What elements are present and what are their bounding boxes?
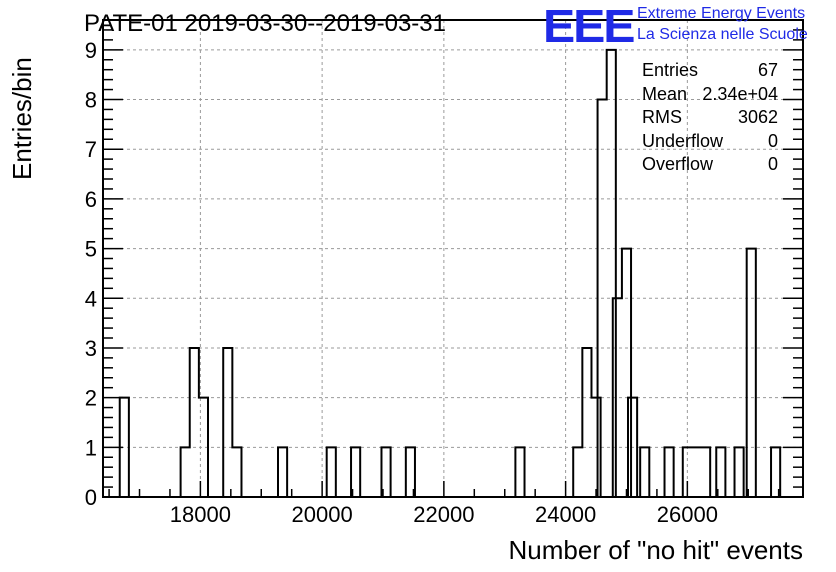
y-tick-label: 8 (85, 88, 97, 113)
histogram-bin (735, 447, 744, 497)
y-tick-label: 9 (85, 38, 97, 63)
histogram-bin (223, 348, 232, 497)
histogram-bin (640, 447, 649, 497)
stats-value: 67 (757, 60, 778, 80)
histogram-bin (515, 447, 524, 497)
histogram-bin (232, 447, 241, 497)
stats-box: Entries 67 Mean 2.34e+04 RMS 3062 Underf… (642, 59, 778, 177)
y-tick-label: 6 (85, 187, 97, 212)
logo-line-2: La Scienza nelle Scuole (637, 26, 808, 43)
x-tick-label: 20000 (292, 502, 353, 527)
histogram-bin (278, 447, 287, 497)
y-axis-title-text: Entries/bin (7, 57, 37, 180)
stats-value: 0 (767, 154, 778, 174)
histogram-bin (665, 447, 674, 497)
histogram-bin (692, 447, 701, 497)
y-tick-label: 3 (85, 336, 97, 361)
stats-row-mean: Mean 2.34e+04 (642, 83, 778, 107)
stats-label: Overflow (642, 154, 714, 174)
histogram-bin (607, 50, 616, 497)
y-tick-label: 5 (85, 237, 97, 262)
stats-label: Underflow (642, 130, 724, 151)
histogram-bin (181, 447, 190, 497)
histogram-bin (622, 249, 631, 497)
histogram-bin (573, 447, 582, 497)
stats-value: 0 (767, 130, 778, 151)
histogram-bars (118, 48, 782, 497)
y-tick-label: 0 (85, 485, 97, 510)
histogram-bin (701, 447, 710, 497)
y-tick-label: 4 (85, 286, 97, 311)
x-tick-label: 22000 (413, 502, 474, 527)
x-tick-label: 18000 (170, 502, 231, 527)
y-tick-label: 2 (85, 386, 97, 411)
stats-value: 2.34e+04 (702, 83, 778, 104)
histogram-bin (327, 447, 336, 497)
histogram-bin (582, 348, 591, 497)
histogram-outline (118, 48, 782, 497)
stats-row-underflow: Underflow 0 (642, 130, 778, 154)
stats-label: Entries (642, 60, 699, 80)
stats-row-rms: RMS 3062 (642, 106, 778, 130)
x-axis-title: Number of "no hit" events (508, 535, 804, 565)
histogram-bin (747, 249, 756, 497)
logo-line-1: Extreme Energy Events (637, 5, 806, 22)
stats-value: 3062 (737, 107, 778, 127)
x-tick-label: 26000 (657, 502, 718, 527)
stats-label: RMS (642, 107, 682, 127)
y-tick-label: 7 (85, 137, 97, 162)
chart-title: PATE-01 2019-03-30--2019-03-31 (84, 10, 446, 37)
stats-label: Mean (642, 83, 688, 104)
logo-caption: Extreme Energy Events La Scienza nelle S… (637, 3, 808, 45)
stats-row-entries: Entries 67 (642, 59, 778, 83)
stats-row-overflow: Overflow 0 (642, 153, 778, 177)
histogram-bin (190, 348, 199, 497)
x-tick-label: 24000 (535, 502, 596, 527)
grid-lines (103, 20, 803, 497)
eee-logo: EEE (543, 0, 635, 52)
y-tick-label: 1 (85, 435, 97, 460)
